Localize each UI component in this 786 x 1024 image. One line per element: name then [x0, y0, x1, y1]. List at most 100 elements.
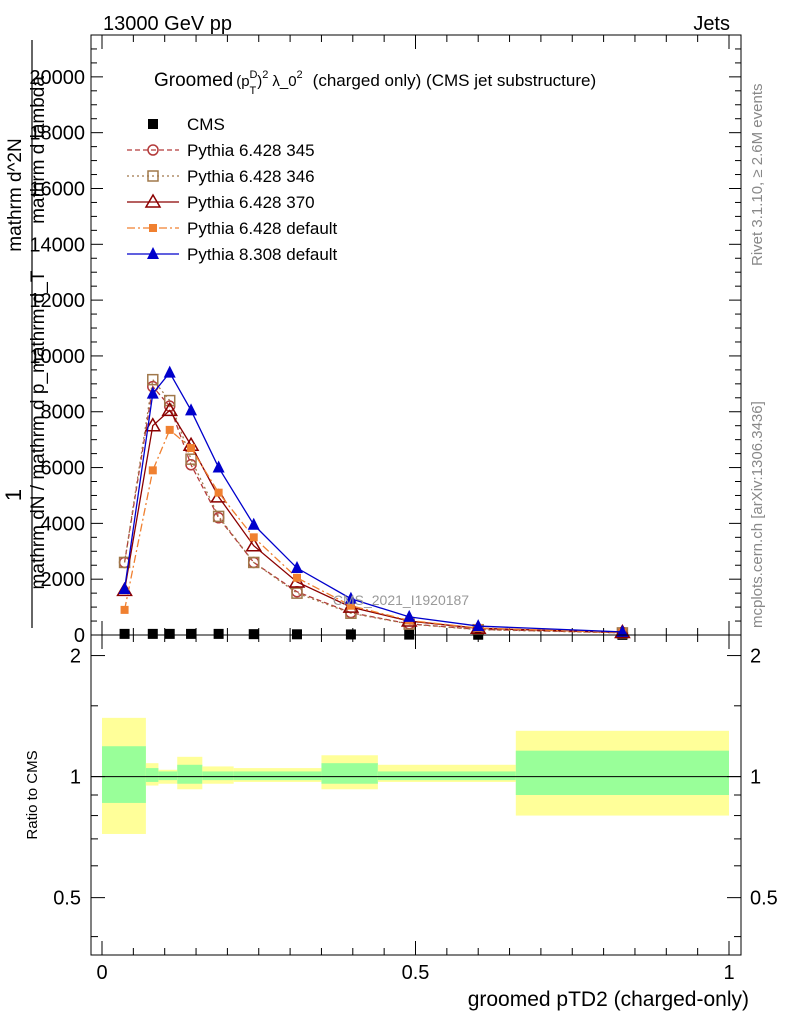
main-y-tick-label: 0	[74, 625, 85, 647]
data-point	[120, 605, 129, 614]
legend-marker	[147, 144, 159, 156]
ratio-y-tick-label-right: 1	[750, 767, 761, 789]
data-point	[247, 556, 260, 569]
data-point	[212, 460, 225, 473]
title-suffix: (charged only) (CMS jet substructure)	[313, 71, 596, 90]
legend: CMS Pythia 6.428 345 Pythia 6.428 346 Pythi…	[127, 115, 338, 264]
data-point	[186, 628, 197, 639]
data-point	[245, 537, 263, 552]
title-sup-2: 2	[262, 69, 268, 81]
ratio-y-tick-label: 2	[70, 646, 81, 668]
series-line-2	[123, 378, 623, 634]
title-p: (p	[236, 73, 249, 90]
main-y-tick-label: 12000	[29, 290, 85, 312]
title-sup-2b: 2	[297, 69, 303, 81]
data-point	[346, 601, 355, 610]
ratio-plot-panel: 0.5 0.5 1 1 2 2 0 0.5 1 Ratio to CMS groomed pTD…	[24, 634, 778, 1011]
legend-label: Pythia 6.428 default	[187, 219, 338, 238]
data-point	[118, 581, 131, 594]
x-tick-label: 1	[723, 962, 734, 984]
ratio-band-inner	[515, 750, 729, 795]
data-point	[472, 619, 485, 632]
ylabel-dlambda: mathrm d lambda	[28, 76, 49, 224]
legend-entry: Pythia 6.428 default	[127, 219, 338, 238]
ratio-band-inner	[158, 771, 178, 781]
data-point	[185, 403, 198, 416]
x-tick-label: 0	[96, 962, 107, 984]
main-y-tick-label: 10000	[29, 346, 85, 368]
legend-marker	[144, 193, 162, 208]
data-point	[344, 591, 357, 604]
ratio-y-tick-label: 0.5	[53, 888, 81, 910]
data-point	[213, 628, 224, 639]
data-point	[163, 394, 176, 407]
legend-entry: Pythia 6.428 370	[127, 193, 315, 212]
mcplots-label: mcplots.cern.ch [arXiv:1306.3436]	[749, 401, 766, 628]
data-point	[616, 624, 629, 637]
data-point	[146, 386, 159, 399]
ratio-uncertainty-bands	[102, 717, 729, 834]
ratio-y-tick-label-right: 2	[750, 646, 761, 668]
data-point	[147, 373, 159, 386]
main-y-tick-label: 20000	[29, 67, 85, 89]
title-sub-t: T	[250, 85, 257, 97]
main-y-tick-label: 16000	[29, 178, 85, 200]
title-prefix: Groomed	[154, 70, 233, 91]
data-point	[163, 365, 176, 378]
legend-entry: Pythia 6.428 346	[127, 167, 315, 186]
legend-entry: Pythia 8.308 default	[127, 245, 338, 264]
ratio-plot-frame	[90, 634, 742, 956]
plot-title: Groomed (pD T)2 λ_02 (charged only) (CMS jet…	[154, 69, 596, 97]
ratio-band-inner	[377, 771, 516, 781]
legend-marker	[147, 247, 159, 259]
ratio-band-inner	[145, 768, 159, 782]
legend-label: Pythia 6.428 370	[187, 193, 315, 212]
legend-label: Pythia 8.308 default	[187, 245, 338, 264]
legend-marker	[149, 224, 157, 232]
legend-label: Pythia 6.428 346	[187, 167, 315, 186]
data-point	[403, 609, 416, 622]
data-point	[214, 488, 223, 497]
legend-label: Pythia 6.428 345	[187, 141, 315, 160]
ratio-band-inner	[102, 746, 146, 803]
x-axis-label: groomed pTD2 (charged-only)	[468, 988, 749, 1011]
main-y-tick-label: 8000	[41, 402, 86, 424]
data-point	[290, 561, 303, 574]
data-point	[291, 629, 302, 640]
header-left: 13000 GeV pp	[103, 13, 232, 35]
data-point	[165, 425, 174, 434]
ylabel-d2n: mathrm d^2N	[5, 138, 26, 251]
ratio-band-inner	[202, 771, 234, 781]
data-point	[119, 628, 130, 639]
legend-marker	[147, 170, 159, 182]
ratio-band-inner	[177, 764, 203, 784]
header-right: Jets	[693, 13, 730, 35]
main-y-tick-label: 14000	[29, 234, 85, 256]
legend-entry: CMS	[148, 115, 225, 134]
main-y-tick-label: 18000	[29, 123, 85, 145]
data-point	[164, 628, 175, 639]
main-y-axis-label: 1 mathrm dN / mathrm d p_mathrm d_T math…	[1, 40, 49, 628]
legend-marker	[148, 119, 158, 129]
x-tick-label: 0.5	[402, 962, 430, 984]
series-5	[118, 365, 629, 637]
title-lambda: λ_0	[272, 73, 296, 90]
title-close: )	[257, 73, 262, 90]
data-point	[144, 417, 162, 432]
ylabel-numerator-1: 1	[1, 489, 26, 501]
ratio-y-axis-label: Ratio to CMS	[24, 750, 41, 839]
data-point	[187, 444, 196, 453]
main-plot-panel: 0 2000 4000 6000 8000 10000 12000 14000 16000 180…	[1, 34, 742, 647]
main-y-tick-label: 2000	[41, 569, 86, 591]
data-point	[291, 587, 303, 599]
ratio-y-tick-label-right: 0.5	[750, 888, 778, 910]
legend-label: CMS	[187, 115, 225, 134]
title-sup-d: D	[250, 69, 258, 81]
data-point	[185, 453, 197, 465]
analysis-watermark: CMS_2021_I1920187	[333, 592, 469, 608]
ratio-band-inner	[321, 763, 378, 784]
main-y-ticks: 0 2000 4000 6000 8000 10000 12000 14000 16000 180…	[29, 35, 741, 647]
main-y-tick-label: 6000	[41, 458, 86, 480]
rivet-version-label: Rivet 3.1.10, ≥ 2.6M events	[749, 84, 766, 267]
